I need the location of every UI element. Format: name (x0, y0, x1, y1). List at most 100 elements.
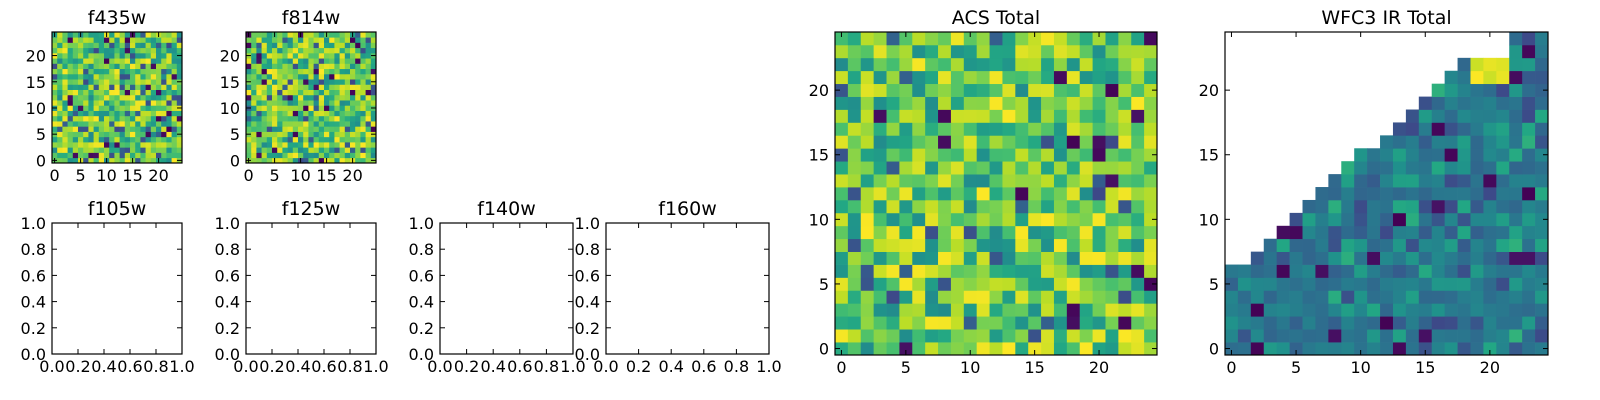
heatmap-cell (1131, 135, 1145, 149)
heatmap-cell (989, 83, 1003, 97)
heatmap-cell (308, 52, 314, 59)
heatmap-cell (88, 105, 94, 111)
heatmap-cell (130, 52, 136, 59)
heatmap-cell (62, 84, 68, 90)
heatmap-cell (1118, 161, 1132, 175)
heatmap-cell (298, 84, 304, 90)
heatmap-cell (873, 135, 887, 149)
heatmap-cell (1144, 303, 1158, 317)
heatmap-cell (282, 136, 288, 143)
heatmap-cell (886, 148, 900, 162)
heatmap-cell (1118, 32, 1132, 46)
heatmap-cell (860, 329, 874, 343)
heatmap-cell (88, 126, 94, 132)
heatmap-cell (1367, 212, 1381, 227)
heatmap-cell (272, 37, 278, 43)
heatmap-cell (1431, 161, 1445, 175)
heatmap-cell (370, 136, 377, 143)
heatmap-cell (251, 42, 257, 49)
heatmap-cell (1144, 32, 1158, 46)
heatmap-cell (835, 329, 849, 343)
heatmap-cell (171, 110, 178, 117)
heatmap-cell (847, 83, 862, 97)
heatmap-cell (287, 105, 294, 111)
heatmap-cell (166, 42, 172, 49)
heatmap-cell (365, 58, 372, 64)
heatmap-cell (344, 152, 351, 159)
heatmap-cell (156, 42, 162, 49)
heatmap-cell (1444, 174, 1458, 188)
heatmap-cell (62, 58, 68, 64)
heatmap-cell (1444, 135, 1458, 149)
heatmap-cell (78, 126, 84, 132)
heatmap-cell (277, 131, 283, 138)
heatmap-cell (246, 42, 252, 49)
heatmap-cell (1302, 329, 1316, 343)
axes-frame (51, 31, 183, 164)
heatmap-cell (989, 174, 1003, 188)
heatmap-cell (1418, 316, 1433, 330)
heatmap-cell (835, 122, 849, 136)
heatmap-cell (78, 121, 84, 127)
heatmap-cell (318, 79, 325, 85)
heatmap-cell (976, 44, 990, 59)
heatmap-cell (88, 89, 94, 96)
heatmap-cell (873, 251, 887, 265)
heatmap-cell (899, 109, 913, 123)
heatmap-cell (145, 105, 152, 111)
heatmap-cell (62, 136, 68, 143)
heatmap-cell (938, 57, 952, 72)
heatmap-cell (171, 63, 178, 70)
heatmap-cell (272, 110, 278, 117)
heatmap-cell (67, 131, 74, 138)
heatmap-cell (287, 142, 294, 148)
heatmap-cell (104, 84, 110, 90)
heatmap-cell (324, 121, 330, 127)
heatmap-cell (298, 105, 304, 111)
heatmap-cell (860, 83, 874, 97)
heatmap-cell (1509, 70, 1523, 85)
heatmap-cell (298, 100, 304, 106)
x-tick-label: 5 (76, 166, 86, 185)
heatmap-cell (166, 58, 172, 64)
heatmap-cell (78, 94, 84, 101)
heatmap-cell (938, 148, 952, 162)
heatmap-cell (298, 110, 304, 117)
heatmap-cell (114, 68, 120, 75)
heatmap-cell (62, 110, 68, 117)
heatmap-cell (1092, 96, 1106, 110)
heatmap-cell (83, 37, 89, 43)
heatmap-cell (161, 32, 167, 38)
heatmap-cell (963, 199, 978, 214)
heatmap-cell (344, 68, 351, 75)
heatmap-cell (350, 152, 356, 159)
heatmap-cell (176, 89, 183, 96)
heatmap-cell (130, 63, 136, 70)
heatmap-cell (266, 157, 273, 164)
heatmap-cell (161, 52, 167, 59)
heatmap-cell (109, 63, 115, 70)
heatmap-cell (277, 136, 283, 143)
heatmap-cell (318, 84, 325, 90)
heatmap-cell (1535, 225, 1549, 240)
heatmap-cell (1263, 264, 1278, 278)
heatmap-cell (1028, 148, 1042, 162)
heatmap-cell (114, 37, 120, 43)
heatmap-cell (1535, 251, 1549, 265)
heatmap-cell (1053, 57, 1068, 72)
heatmap-cell (93, 37, 100, 43)
heatmap-cell (272, 100, 278, 106)
heatmap-cell (1405, 342, 1420, 356)
heatmap-cell (104, 136, 110, 143)
heatmap-cell (1509, 342, 1523, 356)
heatmap-cell (1237, 316, 1252, 330)
heatmap-cell (176, 121, 183, 127)
heatmap-cell (329, 142, 335, 148)
heatmap-cell (324, 105, 330, 111)
heatmap-cell (1483, 109, 1497, 123)
heatmap-cell (246, 142, 252, 148)
heatmap-cell (899, 251, 913, 265)
heatmap-cell (334, 157, 340, 164)
heatmap-cell (1302, 303, 1316, 317)
heatmap-cell (256, 84, 262, 90)
